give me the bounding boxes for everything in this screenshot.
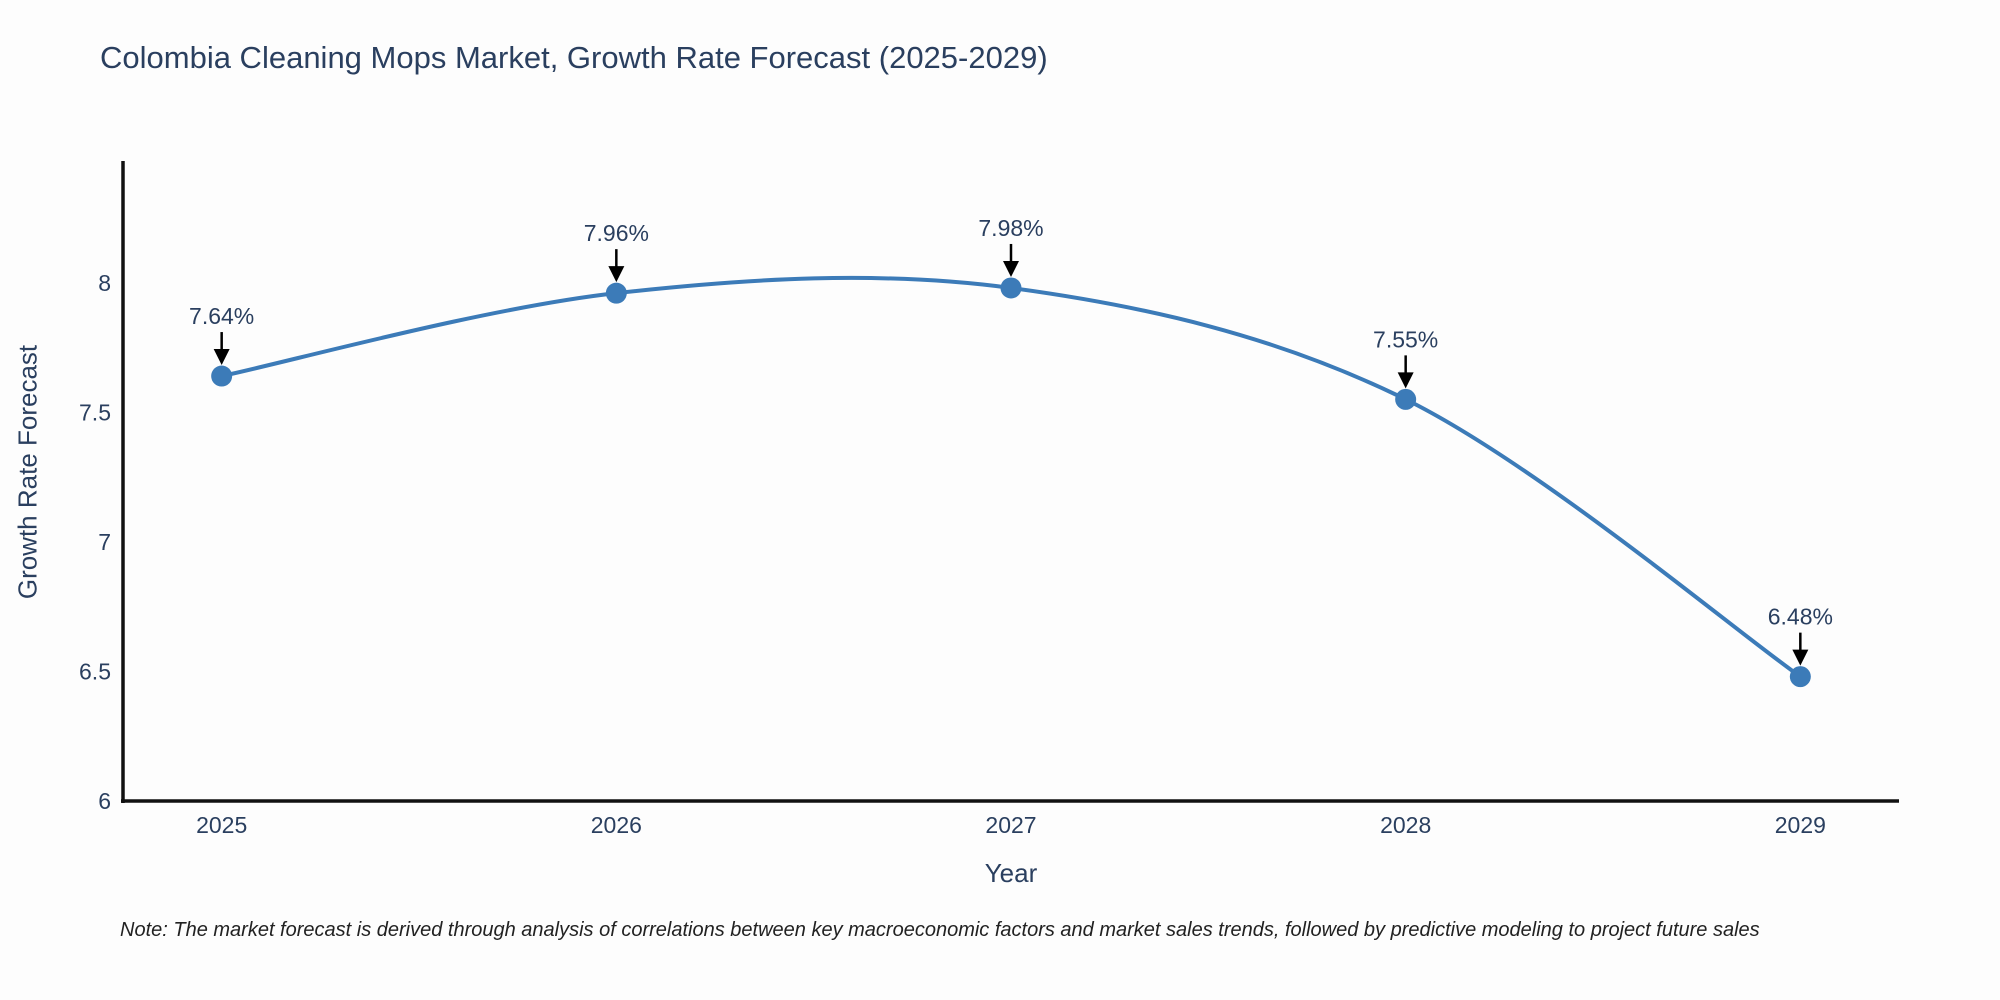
x-tick-label: 2025 xyxy=(196,812,247,838)
x-axis-ticks: 2025 2026 2027 2028 2029 xyxy=(196,812,1826,838)
annotation-arrowhead xyxy=(213,349,230,366)
y-axis-title: Growth Rate Forecast xyxy=(12,344,43,600)
x-tick-label: 2028 xyxy=(1380,812,1431,838)
y-tick-label: 7.5 xyxy=(79,399,111,425)
y-tick-label: 6 xyxy=(98,788,111,814)
data-point-marker xyxy=(211,365,233,387)
data-point-label: 7.96% xyxy=(584,220,649,246)
y-tick-label: 7 xyxy=(98,529,111,555)
data-point-label: 6.48% xyxy=(1768,604,1833,630)
data-point-label: 7.64% xyxy=(189,303,254,329)
trend-line xyxy=(219,275,1803,679)
data-point-label: 7.98% xyxy=(978,215,1043,241)
data-point-annotations: 7.64% 7.96% 7.98% 7.55% 6.48% xyxy=(189,215,1833,666)
y-axis-ticks: 6 6.5 7 7.5 8 xyxy=(79,270,111,814)
data-point-marker xyxy=(1789,666,1811,688)
data-point-marker xyxy=(1395,388,1417,410)
annotation-arrowhead xyxy=(1792,649,1809,666)
x-axis-title: Year xyxy=(984,858,1038,888)
data-point-label: 7.55% xyxy=(1373,326,1438,352)
x-tick-label: 2027 xyxy=(985,812,1036,838)
data-point-markers xyxy=(211,277,1811,688)
y-tick-label: 6.5 xyxy=(79,658,111,684)
footnote-text: Note: The market forecast is derived thr… xyxy=(120,919,1760,941)
chart-title: Colombia Cleaning Mops Market, Growth Ra… xyxy=(100,40,1048,75)
annotation-arrowhead xyxy=(608,266,625,283)
annotation-arrowhead xyxy=(1397,372,1414,389)
y-tick-label: 8 xyxy=(98,270,111,296)
x-tick-label: 2026 xyxy=(591,812,642,838)
annotation-arrowhead xyxy=(1003,260,1019,277)
data-point-marker xyxy=(1000,277,1022,299)
x-tick-label: 2029 xyxy=(1775,812,1826,838)
data-point-marker xyxy=(605,282,627,304)
